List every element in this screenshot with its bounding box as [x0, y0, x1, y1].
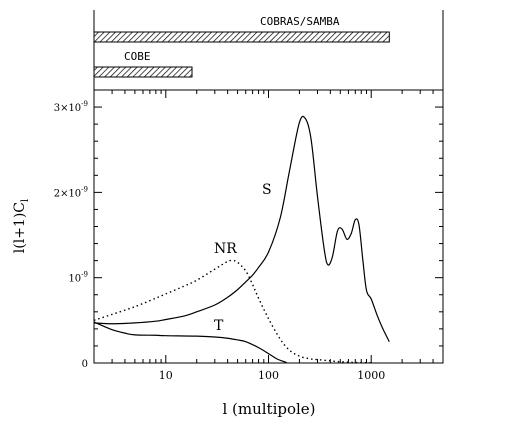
y-axis-label-main: l(l+1)C	[12, 202, 28, 253]
coverage-bars: COBRAS/SAMBA COBE	[93, 15, 390, 78]
series-label-s: S	[262, 182, 272, 198]
coverage-bar-cobras-samba	[93, 31, 390, 43]
coverage-bar-label-cobe: COBE	[124, 50, 151, 63]
series-layer	[93, 115, 390, 364]
y-tick-label: 0	[82, 359, 88, 370]
series-label-nr: NR	[214, 241, 237, 257]
x-tick-label: 10	[159, 369, 173, 382]
series-nr-line	[93, 259, 372, 364]
spectrum-panel: 10 100 1000 0 10-9 2×10-9 3×10-9 S NR T l (mu…	[12, 89, 444, 418]
x-axis-label: l (multipole)	[222, 400, 315, 418]
coverage-bar-cobe	[93, 66, 193, 78]
coverage-panel: COBRAS/SAMBA COBE	[93, 10, 444, 91]
y-tick-label: 2×10-9	[54, 185, 88, 199]
y-tick-label: 10-9	[68, 271, 88, 285]
series-s-line	[93, 115, 390, 342]
x-tick-label: 100	[258, 369, 279, 382]
svg-text:l(l+1)Cl: l(l+1)Cl	[12, 199, 31, 253]
series-t-line	[93, 321, 287, 364]
x-tick-label: 1000	[357, 369, 385, 382]
coverage-bar-label-cobras-samba: COBRAS/SAMBA	[260, 15, 340, 28]
y-axis-label-subscript: l	[20, 199, 31, 202]
y-axis-ticks: 0 10-9 2×10-9 3×10-9	[54, 89, 443, 370]
y-tick-label: 3×10-9	[54, 100, 88, 114]
x-axis-ticks: 10 100 1000	[93, 90, 444, 382]
y-axis-label: l(l+1)Cl	[12, 199, 31, 253]
series-label-t: T	[214, 318, 224, 334]
